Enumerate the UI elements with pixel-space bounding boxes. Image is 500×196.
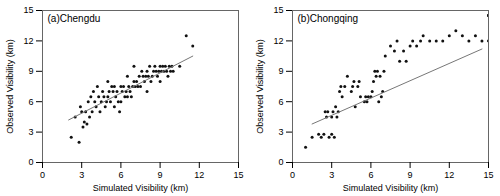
- svg-text:0: 0: [28, 157, 33, 167]
- svg-text:(b)Chongqing: (b)Chongqing: [298, 13, 359, 24]
- svg-text:6: 6: [368, 170, 373, 180]
- svg-text:Observed Visibility (km): Observed Visibility (km): [255, 39, 265, 133]
- svg-text:12: 12: [23, 36, 33, 46]
- svg-text:12: 12: [273, 36, 283, 46]
- svg-text:3: 3: [79, 170, 84, 180]
- svg-text:Simulated Visibility (km): Simulated Visibility (km): [93, 183, 188, 193]
- svg-text:0: 0: [290, 170, 295, 180]
- svg-text:15: 15: [273, 5, 283, 15]
- svg-text:9: 9: [158, 170, 163, 180]
- svg-text:0: 0: [278, 157, 283, 167]
- svg-text:9: 9: [278, 66, 283, 76]
- svg-text:9: 9: [408, 170, 413, 180]
- svg-text:15: 15: [483, 170, 493, 180]
- svg-text:15: 15: [233, 170, 243, 180]
- svg-text:6: 6: [28, 97, 33, 107]
- svg-text:6: 6: [118, 170, 123, 180]
- svg-text:(a)Chengdu: (a)Chengdu: [48, 13, 101, 24]
- svg-text:15: 15: [23, 5, 33, 15]
- svg-text:6: 6: [278, 97, 283, 107]
- svg-text:Simulated Visibility (km): Simulated Visibility (km): [343, 183, 438, 193]
- svg-text:9: 9: [28, 66, 33, 76]
- svg-text:0: 0: [40, 170, 45, 180]
- svg-text:12: 12: [444, 170, 454, 180]
- svg-text:12: 12: [194, 170, 204, 180]
- svg-text:3: 3: [278, 127, 283, 137]
- svg-text:Observed Visibility (km): Observed Visibility (km): [5, 39, 15, 133]
- svg-text:3: 3: [28, 127, 33, 137]
- svg-text:3: 3: [329, 170, 334, 180]
